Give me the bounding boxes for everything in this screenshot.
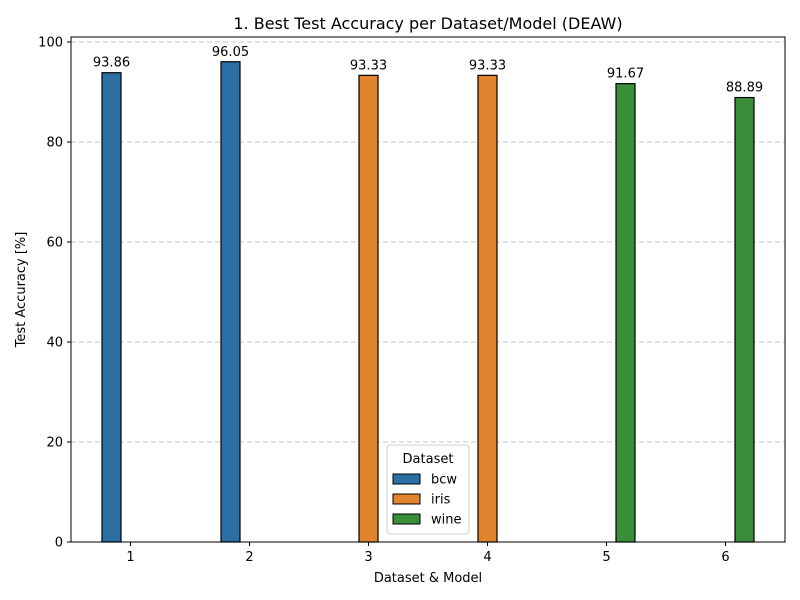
data-label: 88.89 [726, 81, 763, 96]
y-tick-label: 60 [46, 236, 63, 251]
x-axis-ticks: 1 2 3 4 5 6 [126, 542, 730, 565]
legend-box [386, 444, 470, 535]
x-tick-label: 4 [483, 550, 491, 565]
gridlines [71, 41, 785, 443]
legend-entries: bcw iris wine [392, 473, 461, 528]
x-tick-label: 1 [126, 550, 134, 565]
y-tick-label: 0 [55, 536, 63, 551]
legend-label-bcw: bcw [431, 473, 457, 488]
bar-bcw-1 [101, 72, 122, 543]
data-labels: 93.86 96.05 93.33 93.33 91.67 88.89 [93, 45, 763, 96]
plot-frame [70, 36, 786, 543]
data-label: 93.33 [469, 58, 506, 73]
y-axis-label: Test Accuracy [%] [14, 232, 29, 349]
bar-iris-3 [358, 74, 379, 543]
legend-swatch-iris [392, 493, 421, 505]
x-tick-label: 5 [602, 550, 610, 565]
x-tick-label: 2 [245, 550, 253, 565]
legend-title: Dataset [403, 452, 454, 467]
data-label: 96.05 [212, 45, 249, 60]
y-tick-label: 40 [46, 336, 63, 351]
bars [101, 61, 755, 543]
data-label: 93.33 [350, 58, 387, 73]
y-tick-label: 80 [46, 136, 63, 151]
legend-label-wine: wine [431, 513, 461, 528]
chart-title: 1. Best Test Accuracy per Dataset/Model … [233, 14, 622, 33]
x-tick-label: 6 [721, 550, 729, 565]
legend-swatch-bcw [392, 473, 421, 485]
y-axis-ticks: 0 20 40 60 80 100 [38, 36, 71, 551]
bar-wine-5 [615, 83, 636, 543]
legend: Dataset bcw iris wine [386, 444, 470, 535]
legend-swatch-wine [392, 513, 421, 525]
legend-label-iris: iris [431, 493, 451, 508]
x-tick-label: 3 [364, 550, 372, 565]
bar-bcw-2 [220, 61, 241, 543]
y-tick-label: 20 [46, 436, 63, 451]
bar-iris-4 [477, 74, 498, 543]
data-label: 93.86 [93, 56, 130, 71]
bar-wine-6 [734, 96, 755, 543]
data-label: 91.67 [607, 67, 644, 82]
x-axis-label: Dataset & Model [374, 571, 482, 586]
y-tick-label: 100 [38, 36, 63, 51]
